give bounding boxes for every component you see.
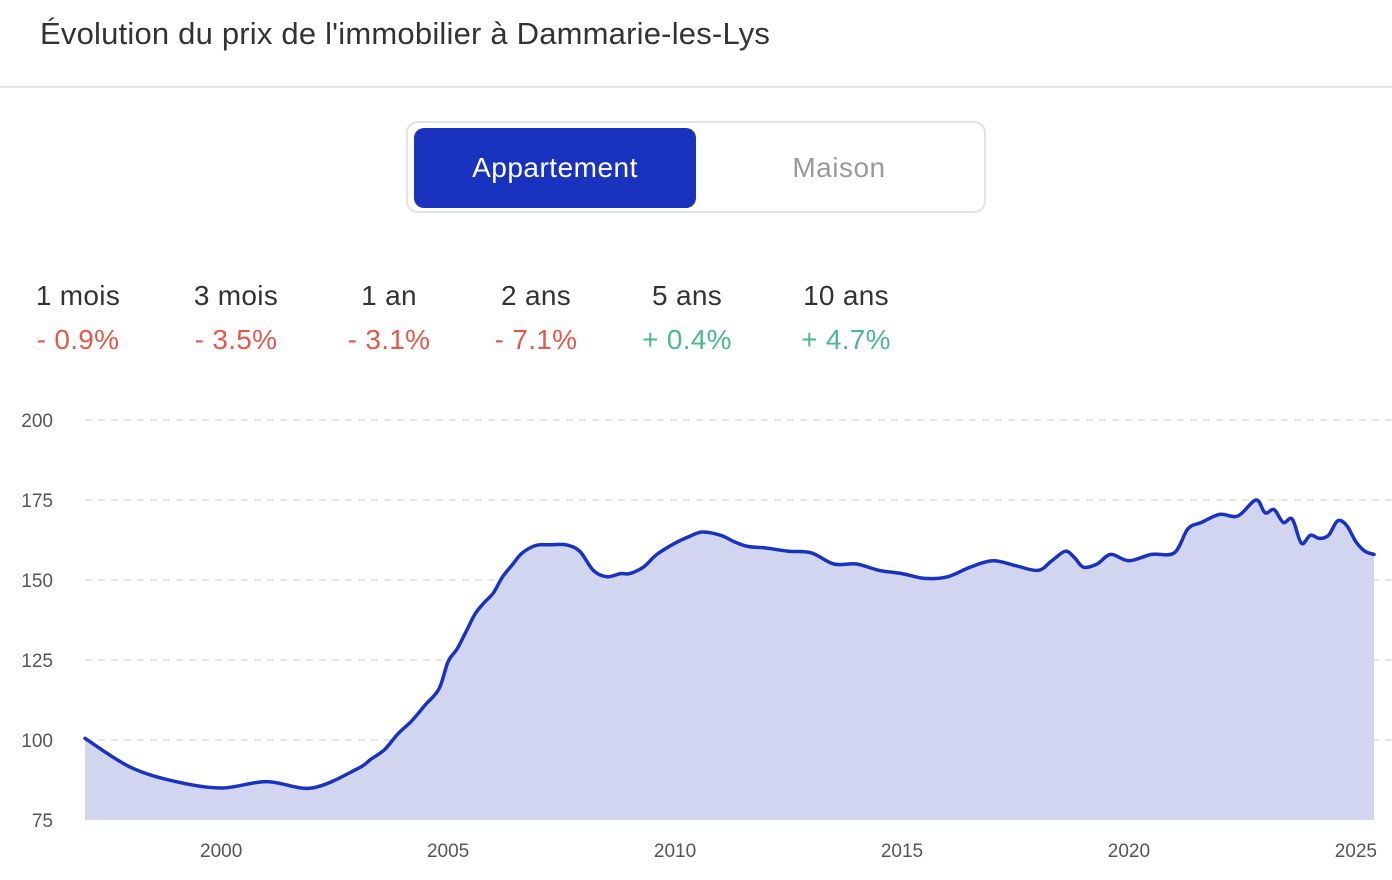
- y-tick-label: 125: [21, 651, 53, 672]
- stat-10-ans: 10 ans + 4.7%: [771, 280, 921, 356]
- stat-value: + 4.7%: [801, 324, 891, 355]
- y-tick-label: 150: [21, 571, 53, 592]
- header: Évolution du prix de l'immobilier à Damm…: [0, 0, 1392, 88]
- y-tick-label: 100: [21, 731, 53, 752]
- stat-label: 1 an: [361, 280, 417, 311]
- y-tick-label: 75: [32, 811, 53, 832]
- toggle-appartement-button[interactable]: Appartement: [414, 128, 696, 208]
- x-tick-label: 2015: [881, 841, 923, 862]
- stat-label: 1 mois: [35, 280, 121, 311]
- x-tick-label: 2025: [1335, 841, 1377, 862]
- stat-label: 5 ans: [652, 280, 722, 311]
- stat-value: + 0.4%: [642, 324, 732, 355]
- property-type-toggle: Appartement Maison: [406, 121, 986, 213]
- x-tick-label: 2020: [1108, 841, 1150, 862]
- stat-value: - 0.9%: [36, 324, 120, 355]
- stat-3-mois: 3 mois - 3.5%: [161, 280, 311, 356]
- stat-label: 3 mois: [193, 280, 279, 311]
- y-tick-label: 175: [21, 491, 53, 512]
- stat-2-ans: 2 ans - 7.1%: [461, 280, 611, 356]
- y-tick-label: 200: [21, 411, 53, 432]
- toggle-maison-button[interactable]: Maison: [792, 152, 886, 183]
- stat-1-an: 1 an - 3.1%: [314, 280, 464, 356]
- stat-1-mois: 1 mois - 0.9%: [3, 280, 153, 356]
- stat-5-ans: 5 ans + 0.4%: [612, 280, 762, 356]
- price-chart: 75 100 125 150 175 200 2000 2005 2010 2015 2020 202…: [21, 411, 1392, 862]
- stat-value: - 3.5%: [194, 324, 278, 355]
- price-change-stats: 1 mois - 0.9% 3 mois - 3.5% 1 an - 3.1% …: [0, 280, 1000, 370]
- x-tick-label: 2010: [654, 841, 696, 862]
- stat-value: - 3.1%: [347, 324, 431, 355]
- x-tick-label: 2000: [200, 841, 242, 862]
- stat-value: - 7.1%: [494, 324, 578, 355]
- stat-label: 2 ans: [501, 280, 571, 311]
- price-area: [85, 499, 1374, 820]
- x-tick-label: 2005: [427, 841, 469, 862]
- price-line: [83, 498, 1376, 791]
- page-title: Évolution du prix de l'immobilier à Damm…: [40, 16, 771, 51]
- stat-label: 10 ans: [803, 280, 889, 311]
